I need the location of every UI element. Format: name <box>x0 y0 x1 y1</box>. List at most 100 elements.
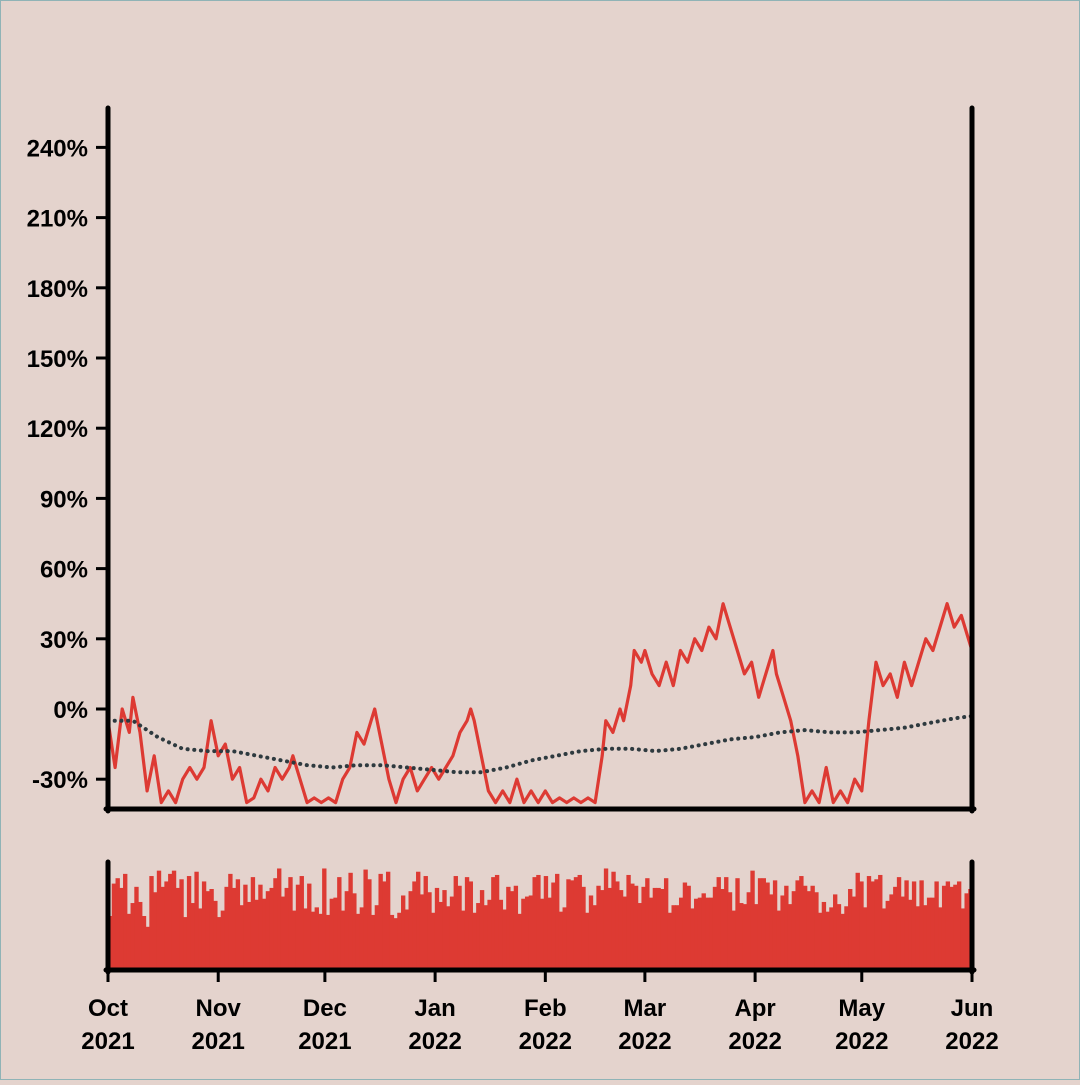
volume-bar <box>209 889 214 970</box>
volume-bar <box>648 897 654 970</box>
volume-bar <box>457 885 462 970</box>
volume-bar <box>615 881 620 970</box>
volume-bar <box>911 881 917 970</box>
volume-bar <box>675 905 680 970</box>
volume-bar <box>179 879 184 970</box>
volume-bar <box>408 891 413 970</box>
x-tick-year: 2021 <box>192 1028 245 1055</box>
volume-bar <box>904 880 909 970</box>
volume-bar <box>735 878 740 970</box>
volume-bar <box>295 884 301 970</box>
volume-bar <box>551 882 556 970</box>
volume-bar <box>956 881 962 970</box>
volume-bar <box>731 910 736 970</box>
volume-bar <box>637 903 643 970</box>
volume-bar <box>964 893 969 970</box>
volume-bar <box>859 881 864 970</box>
y-tick-label: 210% <box>27 206 88 233</box>
volume-bar <box>799 876 804 970</box>
volume-bar <box>130 903 135 970</box>
volume-bar <box>310 911 316 970</box>
volume-bar <box>697 897 703 970</box>
volume-bar <box>555 873 560 970</box>
volume-bar <box>780 895 785 970</box>
volume-bar <box>325 914 331 970</box>
volume-bar <box>671 905 676 970</box>
volume-bar <box>423 876 428 970</box>
volume-bar <box>592 905 597 970</box>
volume-bar <box>611 871 616 970</box>
volume-bar <box>153 892 158 970</box>
volume-bar <box>224 886 229 970</box>
volume-bar <box>280 896 286 970</box>
volume-bar <box>329 898 334 970</box>
volume-bar <box>833 894 838 970</box>
volume-bar <box>171 870 177 970</box>
volume-bar <box>870 881 875 970</box>
volume-bar <box>235 879 241 970</box>
volume-bar <box>577 874 582 970</box>
volume-bar <box>126 913 132 970</box>
volume-bar <box>889 894 894 970</box>
volume-bar <box>667 912 673 970</box>
volume-bar <box>938 907 943 970</box>
y-tick-label: 120% <box>27 416 88 443</box>
volume-bar <box>382 881 387 970</box>
volume-bar <box>863 907 868 970</box>
volume-bar <box>885 900 890 970</box>
volume-bar <box>712 886 718 970</box>
volume-bar <box>355 913 361 970</box>
volume-bar <box>540 898 545 970</box>
volume-bar <box>844 906 849 970</box>
volume-bar <box>660 889 665 970</box>
volume-bar <box>765 882 770 970</box>
volume-bar <box>836 904 842 970</box>
volume-bar <box>630 883 635 970</box>
volume-bar <box>168 873 173 970</box>
x-tick-year: 2022 <box>519 1028 572 1055</box>
volume-bar <box>960 908 966 970</box>
y-tick-label: 150% <box>27 346 88 373</box>
volume-bar <box>953 884 958 970</box>
x-tick-year: 2022 <box>728 1028 781 1055</box>
volume-bar <box>442 890 447 970</box>
volume-bar <box>198 908 203 970</box>
volume-bar <box>314 907 319 970</box>
volume-bar <box>438 901 443 970</box>
volume-bar <box>472 912 477 970</box>
volume-bar <box>949 886 954 970</box>
x-tick-month: Dec <box>303 995 347 1022</box>
volume-bar <box>570 880 575 970</box>
volume-bar <box>427 892 432 970</box>
volume-bar <box>543 876 549 970</box>
volume-bar <box>491 877 496 970</box>
volume-bar <box>652 887 658 970</box>
volume-bar <box>506 886 511 970</box>
x-tick-year: 2021 <box>81 1028 134 1055</box>
volume-bar <box>686 885 691 970</box>
volume-bar <box>431 912 436 970</box>
volume-bar <box>269 887 274 970</box>
volume-bar <box>333 897 338 970</box>
volume-bar <box>149 876 154 970</box>
volume-bar <box>389 914 395 970</box>
volume-bar <box>787 904 793 970</box>
volume-bar <box>701 893 706 970</box>
volume-bar <box>558 911 564 970</box>
volume-bar <box>757 878 763 970</box>
volume-bar <box>791 891 797 970</box>
volume-bar <box>464 877 470 970</box>
volume-bar <box>806 891 812 970</box>
volume-bar <box>645 878 650 970</box>
volume-bar <box>810 885 815 970</box>
volume-bar <box>216 917 222 970</box>
volume-bar <box>322 868 327 970</box>
volume-bar <box>119 887 124 970</box>
volume-bar <box>923 905 928 970</box>
volume-bar <box>851 896 857 970</box>
volume-bar <box>378 873 383 970</box>
volume-bar <box>709 897 714 970</box>
volume-bar <box>878 874 883 970</box>
volume-bar <box>772 880 778 970</box>
y-tick-label: -30% <box>32 767 88 794</box>
